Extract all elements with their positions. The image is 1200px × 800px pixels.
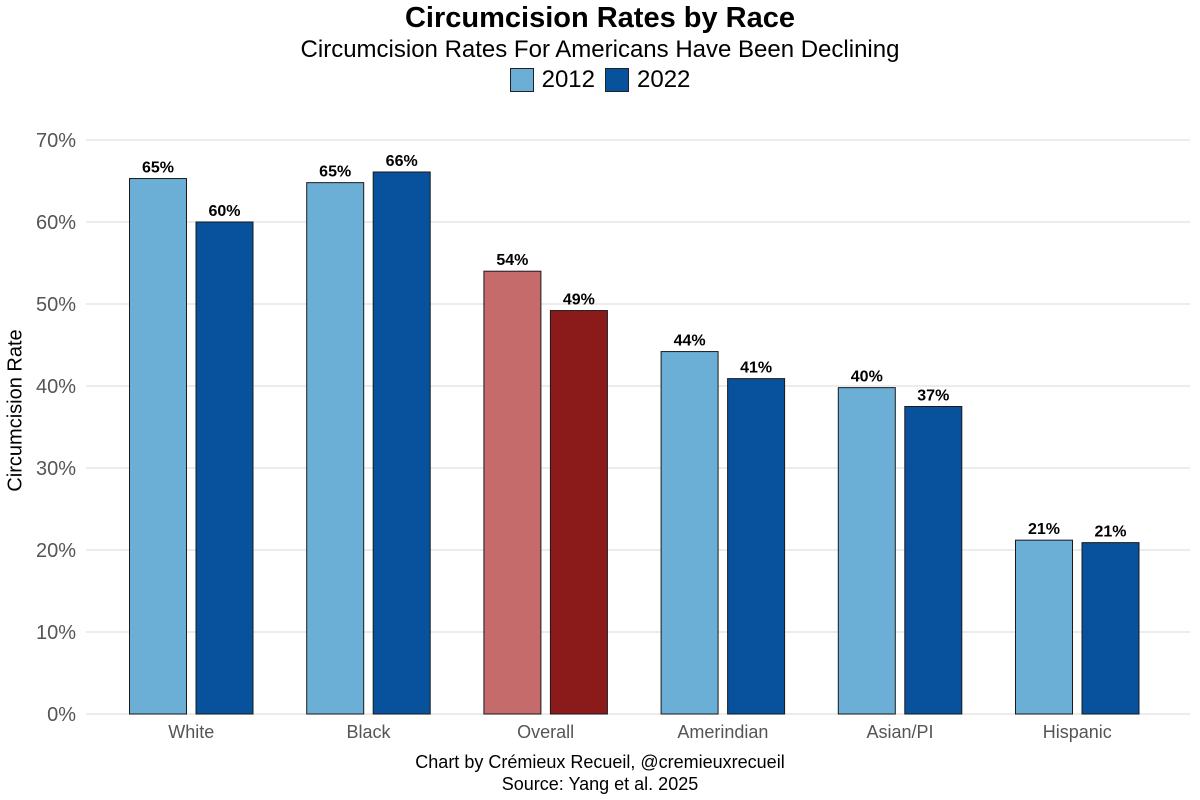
x-tick-label: Black: [346, 722, 391, 742]
bar-white-2012: [129, 178, 187, 715]
bar-hispanic-2012: [1015, 539, 1073, 715]
legend-item-2022: 2022: [605, 66, 690, 94]
caption-credit: Chart by Crémieux Recueil, @cremieuxrecu…: [415, 752, 785, 772]
bar-overall-2022: [549, 310, 608, 715]
legend-swatch-2012: [509, 68, 534, 92]
legend-label-2012: 2012: [541, 66, 595, 93]
data-label: 21%: [1094, 524, 1126, 541]
y-tick-label: 0%: [47, 704, 76, 726]
data-label: 65%: [142, 160, 174, 177]
legend-item-2012: 2012: [509, 66, 595, 94]
bar-asianpi-2022: [904, 406, 963, 715]
chart-title: Circumcision Rates by Race: [404, 2, 796, 34]
chart-subtitle: Circumcision Rates For Americans Have Be…: [300, 36, 900, 63]
y-tick-label: 10%: [36, 622, 76, 644]
bar-amerindian-2022: [727, 378, 786, 715]
data-label: 66%: [386, 153, 418, 170]
y-tick-label: 70%: [36, 130, 76, 152]
legend-label-2022: 2022: [637, 66, 691, 93]
x-tick-label: White: [168, 722, 214, 742]
bar-amerindian-2012: [660, 351, 719, 715]
data-label: 49%: [563, 292, 595, 309]
caption-source: Source: Yang et al. 2025: [501, 774, 699, 794]
y-tick-label: 50%: [36, 294, 76, 316]
data-label: 65%: [319, 164, 351, 181]
data-label: 40%: [851, 369, 883, 386]
bar-asianpi-2012: [837, 387, 896, 715]
y-tick-label: 30%: [36, 458, 76, 480]
bar-hispanic-2022: [1081, 542, 1140, 715]
x-tick-label: Asian/PI: [867, 722, 934, 742]
x-tick-label: Overall: [517, 722, 574, 742]
data-label: 60%: [208, 203, 240, 220]
data-label: 44%: [674, 333, 706, 350]
data-label: 54%: [496, 252, 528, 269]
data-label: 41%: [740, 360, 772, 377]
x-tick-label: Hispanic: [1043, 722, 1112, 742]
x-tick-label: Amerindian: [677, 722, 768, 742]
y-tick-label: 40%: [36, 376, 76, 398]
bar-black-2022: [372, 171, 431, 715]
data-label: 37%: [917, 388, 949, 405]
y-tick-label: 20%: [36, 540, 76, 562]
bar-white-2022: [195, 221, 254, 715]
y-tick-label: 60%: [36, 212, 76, 234]
bar-overall-2012: [483, 270, 542, 715]
legend-swatch-2022: [605, 68, 629, 92]
data-label: 21%: [1028, 521, 1060, 538]
bar-black-2012: [306, 182, 365, 715]
legend: 2012 2022: [0, 66, 1200, 94]
caption: Chart by Crémieux Recueil, @cremieuxrecu…: [0, 751, 1200, 795]
